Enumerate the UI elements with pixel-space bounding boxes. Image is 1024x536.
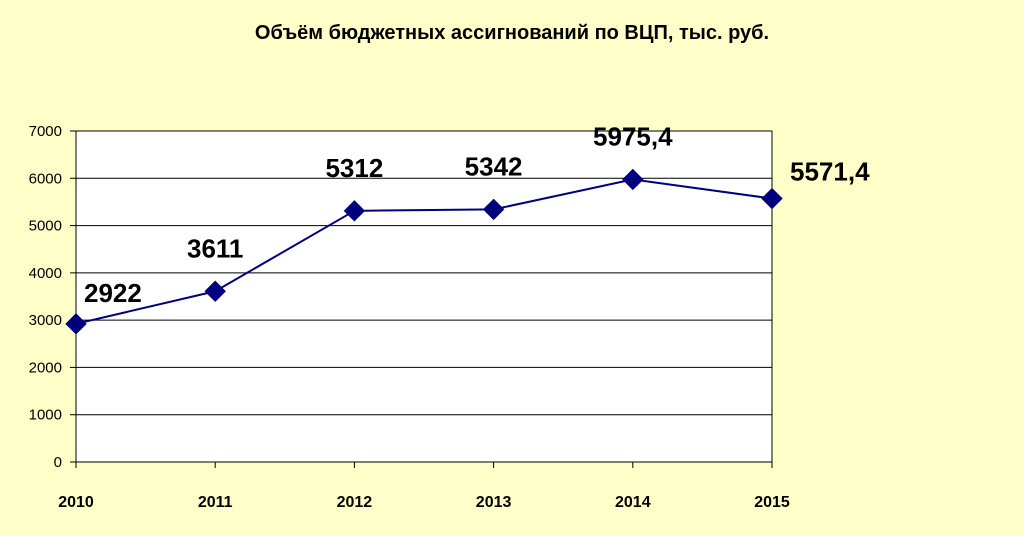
x-tick-label: 2013 [476,494,512,511]
y-tick-label: 6000 [29,170,62,187]
axes [70,130,773,468]
data-label: 3611 [187,233,243,263]
x-tick-label: 2014 [615,494,651,511]
y-tick-label: 3000 [29,312,62,329]
plot-area [76,131,772,462]
data-markers [65,168,783,335]
data-labels: 2922 3611 5312 5342 5975,4 5571,4 [84,121,870,307]
y-tick-label: 5000 [29,218,62,235]
data-point-marker [65,313,87,335]
data-label: 2922 [84,278,142,308]
gridlines [76,130,772,463]
data-point-marker [761,187,783,210]
y-tick-label: 4000 [29,265,62,282]
chart-title: Объём бюджетных ассигнований по ВЦП, тыс… [254,22,770,44]
y-tick-label: 0 [54,454,62,471]
data-label: 5342 [465,151,523,181]
data-point-marker [204,280,226,302]
series-polyline [75,178,773,325]
y-tick-labels: 0 1000 2000 3000 4000 5000 6000 7000 [29,123,62,471]
data-label: 5975,4 [593,121,673,151]
data-label: 5571,4 [790,157,870,187]
x-tick-label: 2011 [198,494,233,511]
data-point-marker [622,168,644,191]
data-label: 5312 [325,153,383,183]
x-tick-label: 2012 [337,494,373,511]
y-tick-label: 7000 [29,123,62,140]
series-line [75,178,773,325]
x-tick-label: 2010 [58,494,94,511]
data-point-marker [482,198,505,221]
data-point-marker [343,200,366,222]
x-tick-label: 2015 [754,494,790,511]
y-tick-label: 2000 [29,359,62,376]
x-tick-labels: 2010 2011 2012 2013 2014 2015 [58,494,790,511]
y-tick-label: 1000 [29,407,62,424]
